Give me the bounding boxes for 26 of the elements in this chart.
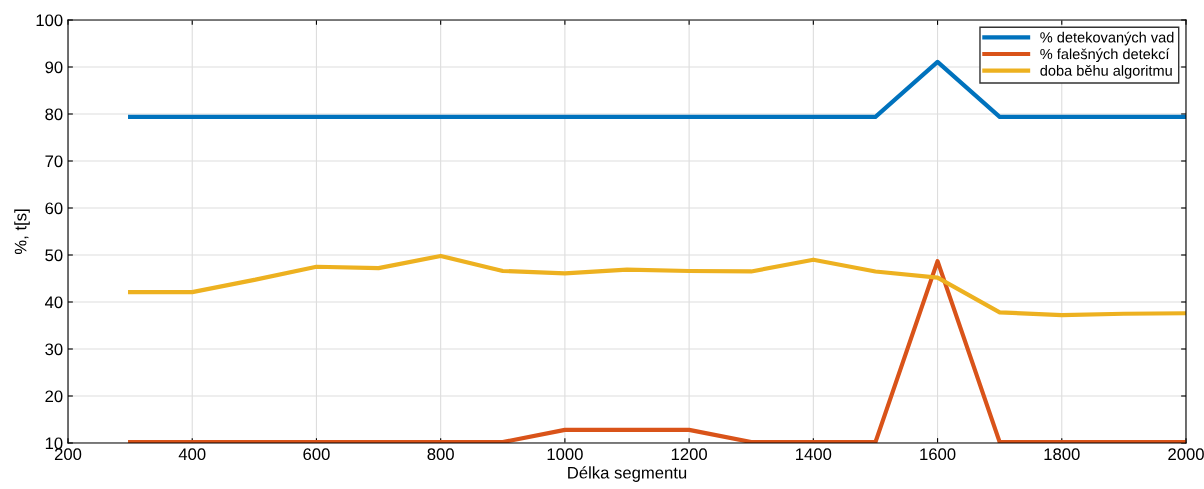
x-tick-label: 2000 [1168, 448, 1204, 461]
y-tick-label: 20 [45, 390, 63, 403]
legend-label: doba běhu algoritmu [1040, 65, 1172, 79]
y-tick-label: 30 [45, 343, 63, 356]
x-tick-label: 1400 [796, 448, 832, 461]
legend-label: % detekovaných vad [1040, 31, 1174, 46]
x-tick-label: 1600 [920, 448, 956, 461]
y-tick-label: 50 [45, 249, 63, 262]
x-tick-label: 400 [178, 448, 206, 461]
y-tick-label: 70 [45, 155, 63, 168]
x-tick-label: 1200 [671, 448, 707, 461]
y-tick-label: 10 [45, 437, 63, 450]
x-axis-title: Délka segmentu [568, 466, 687, 482]
y-tick-label: 80 [45, 108, 63, 121]
line-series [128, 253, 1186, 318]
x-tick-label: 200 [54, 448, 82, 461]
y-tick-label: 90 [45, 61, 63, 74]
y-tick-label: 60 [45, 202, 63, 215]
x-tick-label: 1000 [547, 448, 583, 461]
x-tick-label: 1800 [1044, 448, 1080, 461]
x-tick-label: 600 [303, 448, 330, 461]
y-tick-label: 40 [44, 296, 63, 309]
y-tick-label: 100 [36, 14, 63, 27]
y-axis-title: %, t[s] [14, 209, 30, 255]
legend-label: % falešných detekcí [1040, 48, 1170, 63]
x-tick-label: 800 [427, 448, 454, 461]
